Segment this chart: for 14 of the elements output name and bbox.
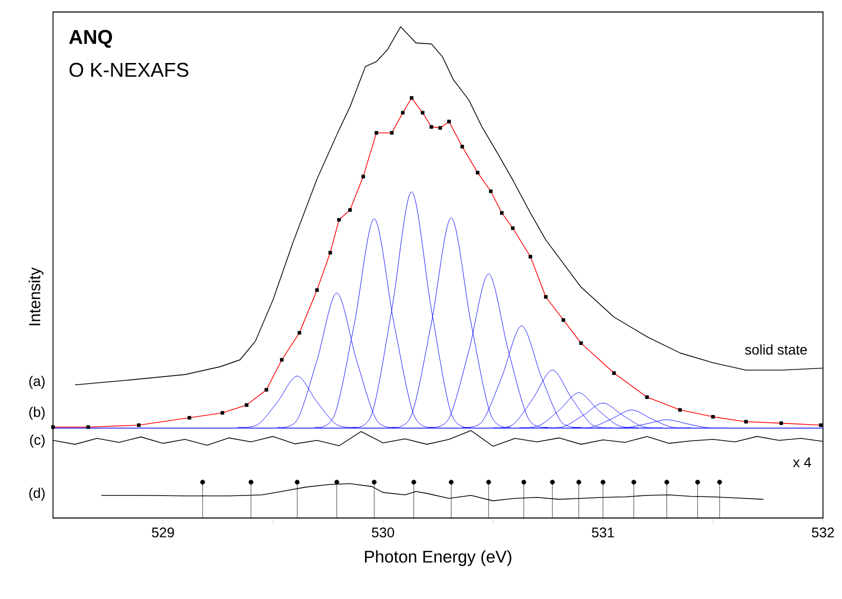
y-axis-title: Intensity	[28, 267, 44, 326]
x-tick-label: 530	[372, 528, 394, 538]
x-axis-title: Photon Energy (eV)	[365, 550, 512, 566]
series-label: solid state	[745, 344, 807, 355]
x-tick-label: 532	[812, 528, 834, 538]
text: (c)	[30, 434, 45, 448]
text: (a)	[29, 376, 45, 389]
annotation: x 4	[793, 458, 812, 468]
chart-title: ANQ	[69, 30, 112, 48]
text: (b)	[29, 406, 45, 420]
text: (d)	[29, 488, 45, 501]
x-tick-label: 529	[152, 528, 174, 538]
x-tick-label: 531	[592, 528, 614, 538]
text: O K-NEXAFS	[70, 62, 188, 77]
